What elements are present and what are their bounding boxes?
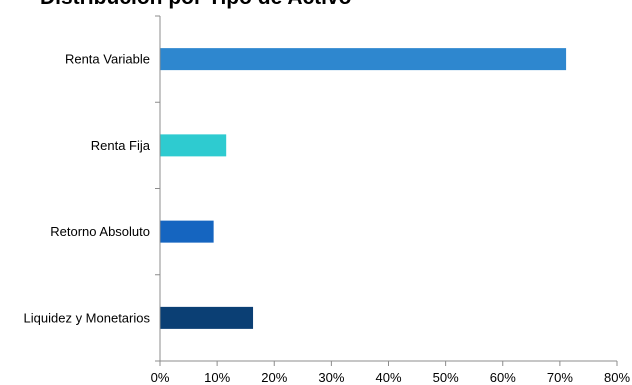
category-label: Retorno Absoluto xyxy=(50,224,150,239)
x-tick-label: 70% xyxy=(547,370,573,385)
bar-renta-variable xyxy=(160,48,567,71)
chart-title: Distribución por Tipo de Activo xyxy=(40,0,352,10)
bar-renta-fija xyxy=(160,134,227,157)
x-tick-label: 60% xyxy=(490,370,516,385)
bar-liquidez-y-monetarios xyxy=(160,306,254,329)
x-tick-label: 50% xyxy=(433,370,459,385)
x-tick-label: 30% xyxy=(318,370,344,385)
category-label: Renta Fija xyxy=(91,138,151,153)
category-label: Renta Variable xyxy=(65,52,150,67)
x-tick-label: 80% xyxy=(604,370,630,385)
category-label: Liquidez y Monetarios xyxy=(24,310,151,325)
x-tick-label: 20% xyxy=(261,370,287,385)
x-tick-label: 40% xyxy=(375,370,401,385)
x-tick-label: 10% xyxy=(204,370,230,385)
bar-retorno-absoluto xyxy=(160,220,214,243)
x-tick-label: 0% xyxy=(151,370,170,385)
